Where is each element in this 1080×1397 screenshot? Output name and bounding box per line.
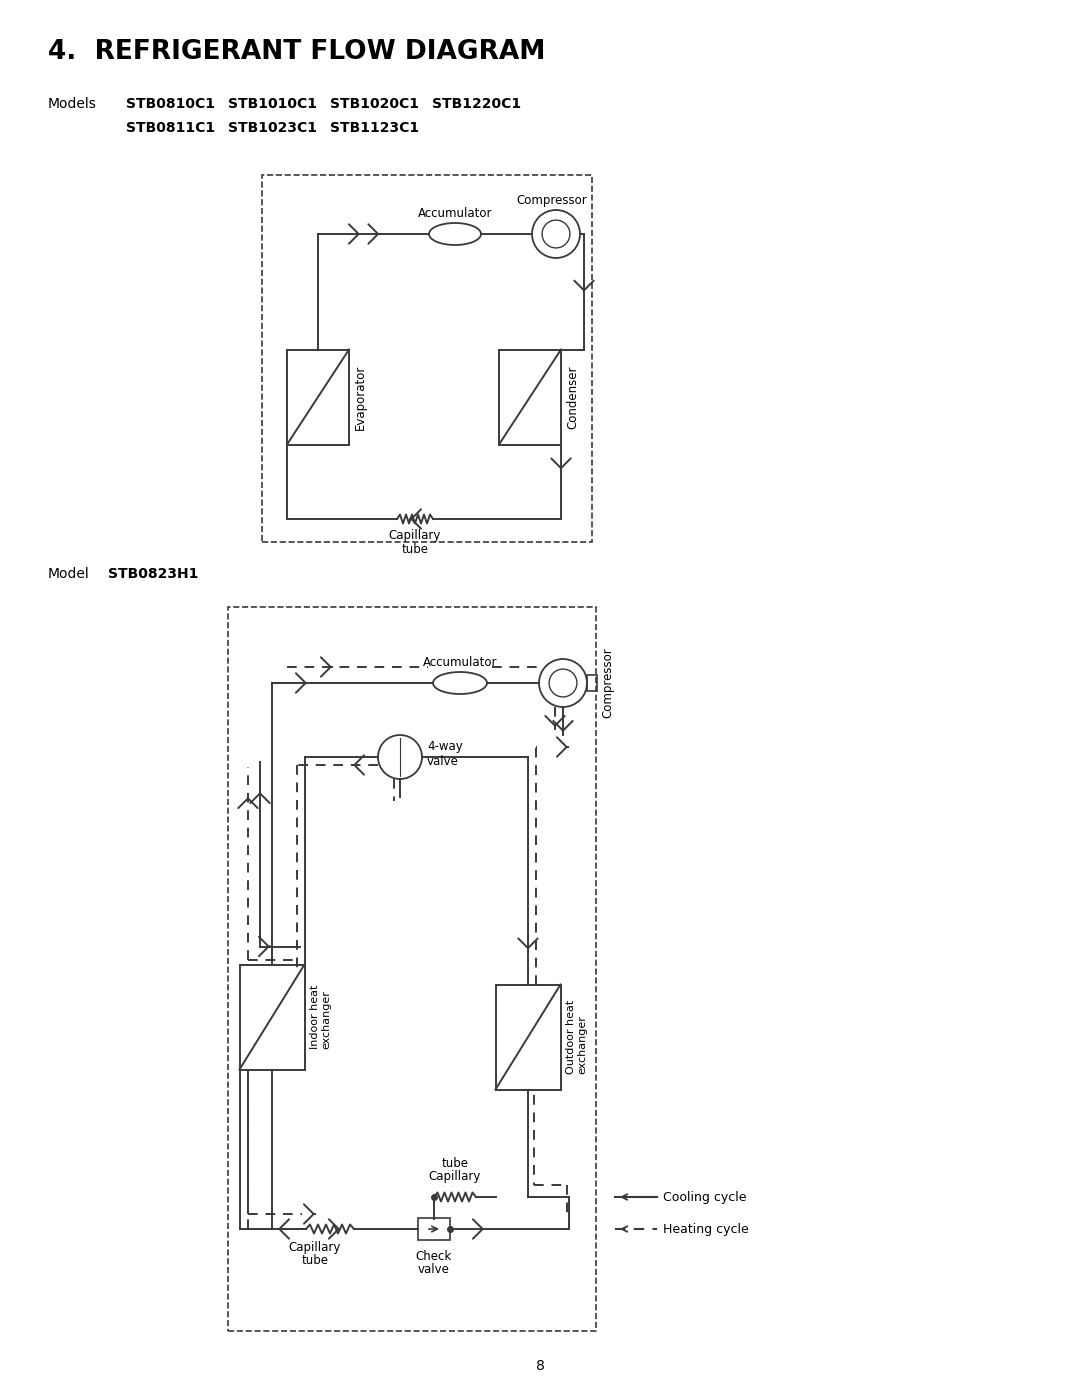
Bar <box>496 985 561 1090</box>
Text: Compressor: Compressor <box>600 648 615 718</box>
Bar <box>287 349 349 444</box>
Text: Models: Models <box>48 96 97 110</box>
Text: Model: Model <box>48 567 90 581</box>
Text: STB1010C1: STB1010C1 <box>228 96 318 110</box>
Text: Cooling cycle: Cooling cycle <box>663 1190 746 1203</box>
Text: tube: tube <box>301 1255 328 1267</box>
Text: Capillary: Capillary <box>389 529 442 542</box>
Text: STB0810C1: STB0810C1 <box>126 96 215 110</box>
Text: Heating cycle: Heating cycle <box>663 1222 748 1235</box>
Bar <box>240 964 305 1070</box>
Text: Capillary: Capillary <box>429 1171 482 1183</box>
Text: STB0811C1: STB0811C1 <box>126 122 215 136</box>
Text: tube: tube <box>442 1157 469 1171</box>
Text: Check: Check <box>416 1250 453 1263</box>
Text: Indoor heat
exchanger: Indoor heat exchanger <box>310 985 332 1049</box>
Bar <box>499 349 561 444</box>
Text: STB1220C1: STB1220C1 <box>432 96 522 110</box>
Text: Accumulator: Accumulator <box>418 207 492 219</box>
Text: STB1123C1: STB1123C1 <box>330 122 419 136</box>
Text: STB1020C1: STB1020C1 <box>330 96 419 110</box>
Text: 4-way
valve: 4-way valve <box>427 740 462 768</box>
Text: 8: 8 <box>536 1359 544 1373</box>
Text: tube: tube <box>402 543 429 556</box>
Text: 4.  REFRIGERANT FLOW DIAGRAM: 4. REFRIGERANT FLOW DIAGRAM <box>48 39 545 66</box>
Text: Condenser: Condenser <box>566 365 579 429</box>
Bar <box>588 675 597 692</box>
Text: valve: valve <box>418 1263 450 1275</box>
Text: Capillary: Capillary <box>288 1241 341 1255</box>
Text: Evaporator: Evaporator <box>354 365 367 430</box>
Text: Accumulator: Accumulator <box>422 657 497 669</box>
Text: Compressor: Compressor <box>516 194 588 207</box>
Text: STB0823H1: STB0823H1 <box>108 567 199 581</box>
Text: Outdoor heat
exchanger: Outdoor heat exchanger <box>566 1000 588 1074</box>
Bar <box>418 1218 450 1241</box>
Text: STB1023C1: STB1023C1 <box>228 122 318 136</box>
